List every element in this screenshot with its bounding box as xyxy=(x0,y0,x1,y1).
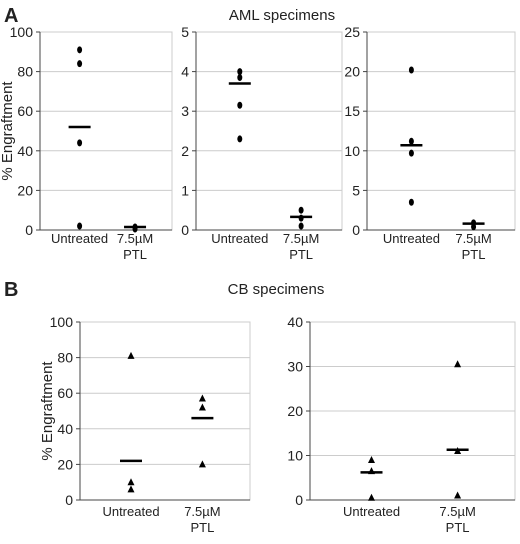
y-tick-label: 1 xyxy=(181,182,189,198)
y-tick-label: 100 xyxy=(50,314,74,330)
y-tick-label: 40 xyxy=(287,314,303,330)
point xyxy=(408,149,414,157)
y-tick-label: 0 xyxy=(352,222,360,238)
panel-label: A xyxy=(4,5,18,27)
point xyxy=(408,198,414,206)
y-tick-label: 30 xyxy=(287,359,303,375)
point xyxy=(471,223,477,231)
x-tick-label: 7.5µM PTL xyxy=(439,504,475,535)
point xyxy=(237,101,243,109)
point xyxy=(77,139,83,147)
y-tick-label: 20 xyxy=(57,456,73,472)
point xyxy=(454,360,462,368)
point xyxy=(368,493,375,501)
y-axis-label: % Engraftment xyxy=(0,81,16,181)
plot-frame xyxy=(195,31,343,231)
label-line: 7.5µM xyxy=(184,504,220,519)
label-line: Untreated xyxy=(343,504,400,519)
plot-frame xyxy=(366,31,516,231)
x-tick-label: Untreated xyxy=(383,231,440,246)
point xyxy=(237,74,243,82)
y-tick-label: 10 xyxy=(287,448,303,464)
label-line: 7.5µM xyxy=(283,231,319,246)
y-tick-label: 4 xyxy=(181,64,189,80)
y-tick-label: 5 xyxy=(352,182,360,198)
y-tick-label: 0 xyxy=(181,222,189,238)
y-tick-label: 0 xyxy=(25,222,33,238)
point xyxy=(408,66,414,74)
x-tick-label: 7.5µM PTL xyxy=(184,504,220,535)
point xyxy=(408,137,414,145)
label-line: Untreated xyxy=(383,231,440,246)
panel-title: CB specimens xyxy=(228,281,325,298)
y-tick-label: 3 xyxy=(181,103,189,119)
y-tick-label: 40 xyxy=(17,143,33,159)
point xyxy=(454,491,462,499)
y-tick-label: 80 xyxy=(57,350,73,366)
y-tick-label: 100 xyxy=(10,24,34,40)
x-tick-label: Untreated xyxy=(211,231,268,246)
point xyxy=(298,206,304,214)
label-line: Untreated xyxy=(102,504,159,519)
x-tick-label: 7.5µM PTL xyxy=(117,231,153,262)
y-tick-label: 5 xyxy=(181,24,189,40)
point xyxy=(77,222,83,230)
y-tick-label: 2 xyxy=(181,143,189,159)
y-tick-label: 20 xyxy=(287,403,303,419)
y-tick-label: 15 xyxy=(344,103,360,119)
y-axis-label: % Engraftment xyxy=(39,361,56,461)
x-tick-label: 7.5µM PTL xyxy=(455,231,491,262)
y-tick-label: 80 xyxy=(17,64,33,80)
point xyxy=(127,485,135,493)
label-line: Untreated xyxy=(51,231,108,246)
y-tick-label: 20 xyxy=(17,182,33,198)
x-tick-label: Untreated xyxy=(51,231,108,246)
point xyxy=(368,455,375,463)
point xyxy=(198,403,206,411)
label-line: 7.5µM xyxy=(439,504,475,519)
point xyxy=(298,222,304,230)
y-tick-label: 60 xyxy=(17,103,33,119)
label-line: PTL xyxy=(462,247,486,262)
label-line: Untreated xyxy=(211,231,268,246)
y-tick-label: 60 xyxy=(57,385,73,401)
plot-frame xyxy=(79,321,251,501)
point xyxy=(237,68,243,76)
x-tick-label: 7.5µM PTL xyxy=(283,231,319,262)
x-tick-label: Untreated xyxy=(343,504,400,519)
point xyxy=(77,46,83,54)
point xyxy=(237,135,243,143)
panel-label: B xyxy=(4,279,18,301)
label-line: 7.5µM xyxy=(117,231,153,246)
point xyxy=(127,351,135,359)
y-tick-label: 0 xyxy=(295,492,303,508)
y-tick-label: 40 xyxy=(57,421,73,437)
y-tick-label: 10 xyxy=(344,143,360,159)
point xyxy=(127,478,135,486)
label-line: PTL xyxy=(446,520,470,535)
label-line: 7.5µM xyxy=(455,231,491,246)
label-line: PTL xyxy=(123,247,147,262)
panel-title: AML specimens xyxy=(229,7,335,24)
point xyxy=(77,60,83,68)
plot-frame xyxy=(39,31,173,231)
label-line: PTL xyxy=(190,520,214,535)
y-tick-label: 0 xyxy=(65,492,73,508)
label-line: PTL xyxy=(289,247,313,262)
y-tick-label: 25 xyxy=(344,24,360,40)
y-tick-label: 20 xyxy=(344,64,360,80)
point xyxy=(198,460,206,468)
x-tick-label: Untreated xyxy=(102,504,159,519)
point xyxy=(198,394,206,402)
